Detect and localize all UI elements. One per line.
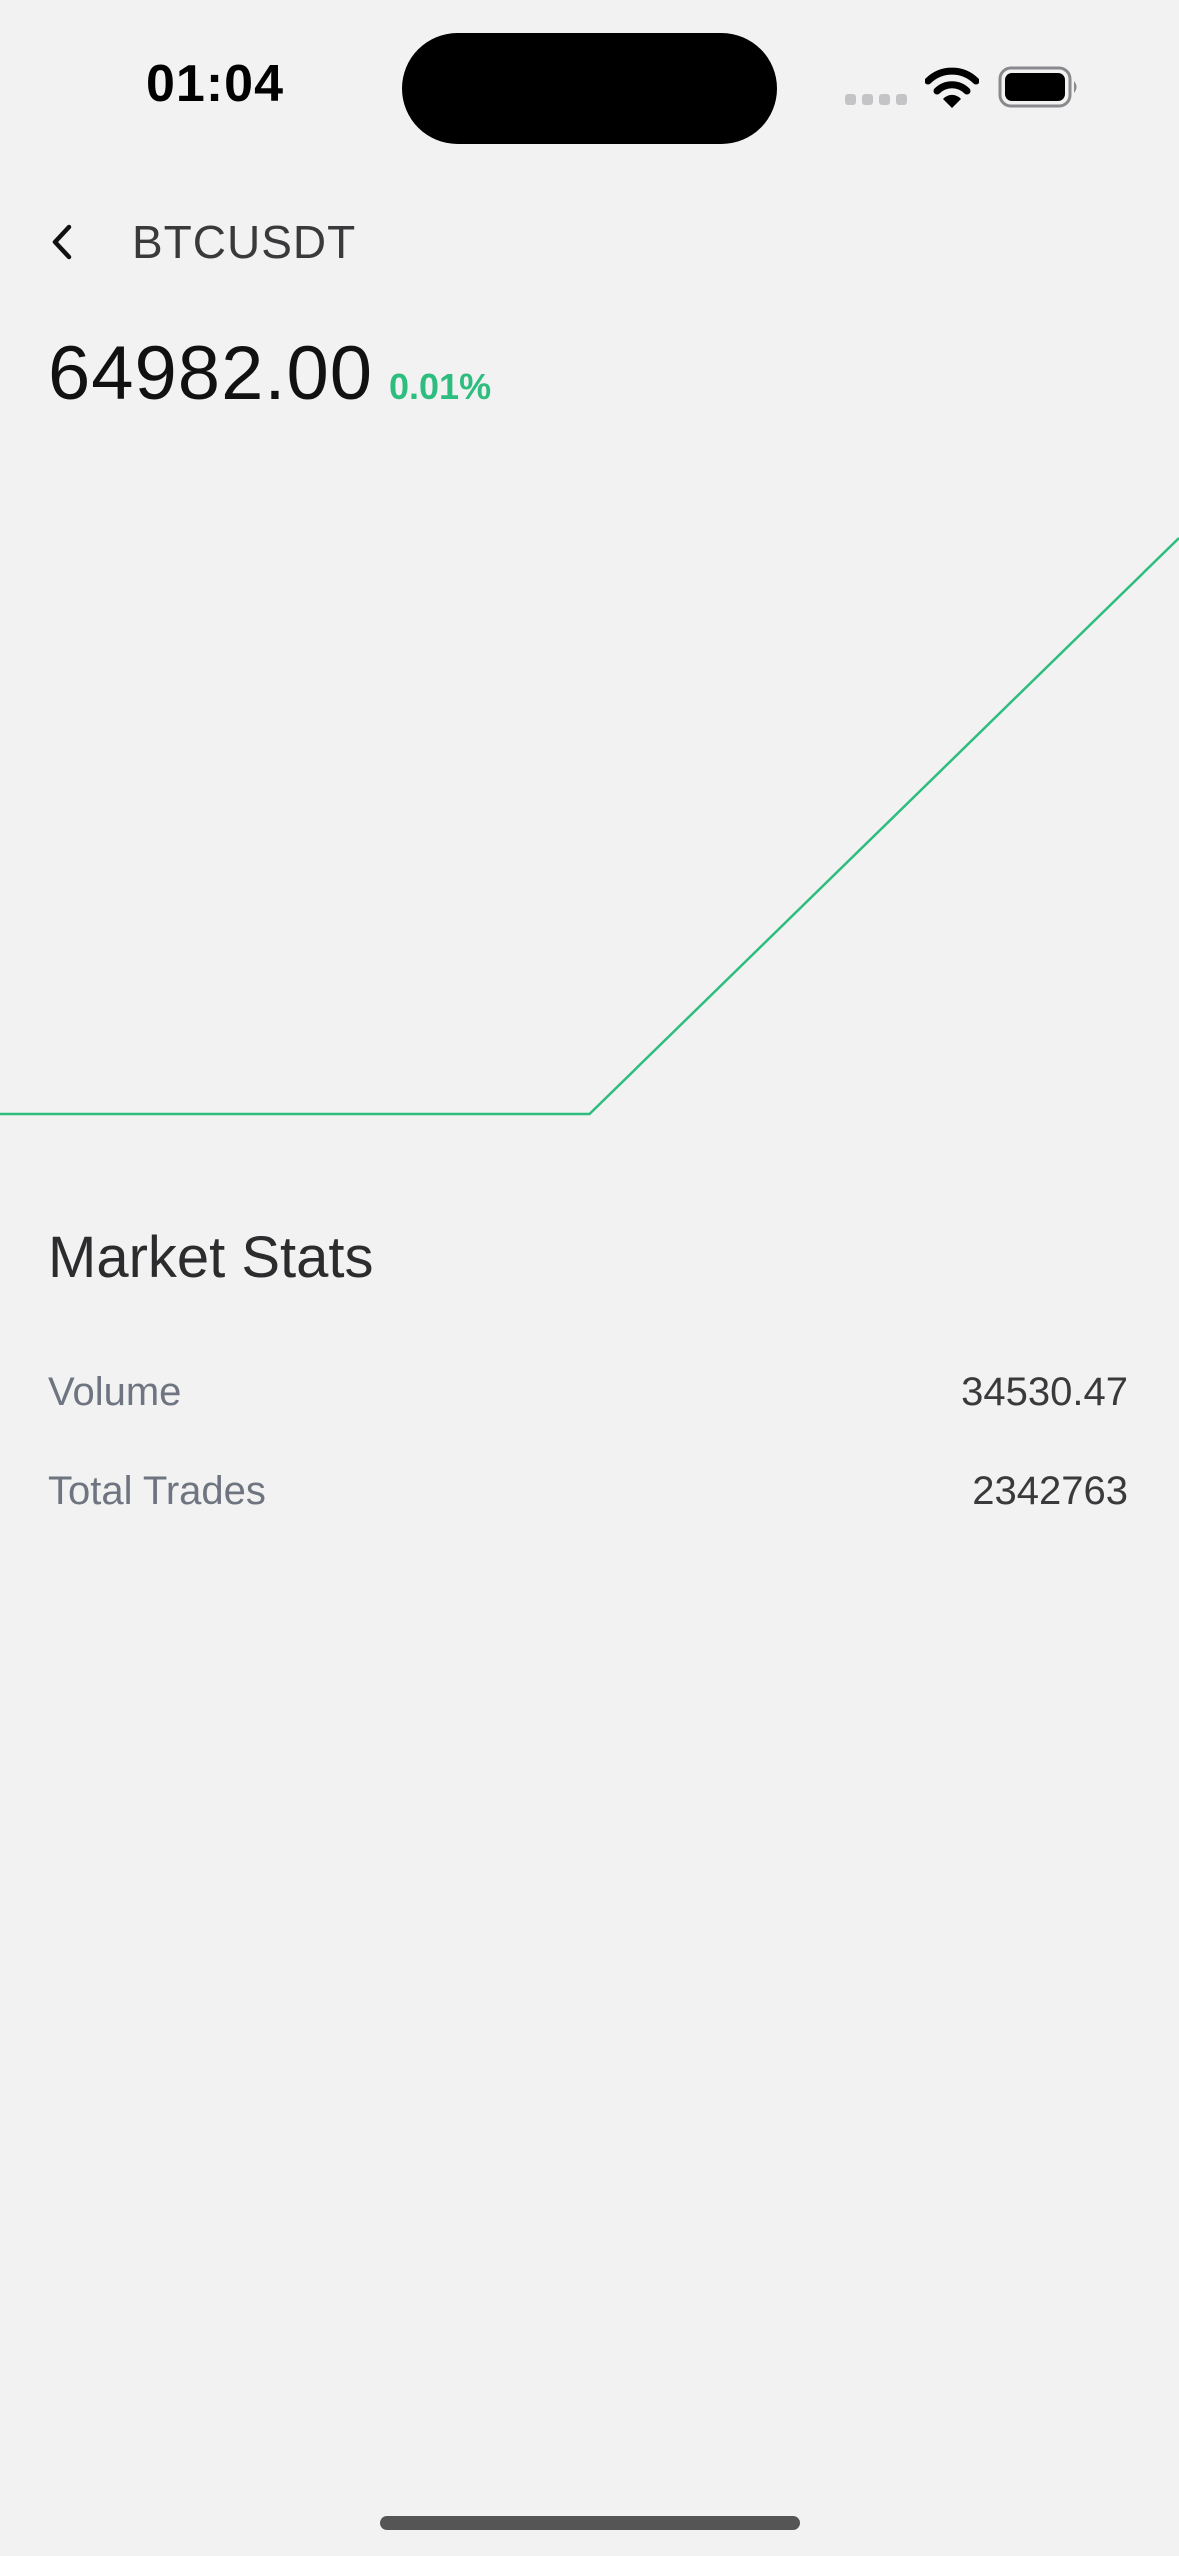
stat-label: Total Trades	[48, 1469, 266, 1513]
current-price: 64982.00	[48, 331, 373, 416]
battery-icon	[998, 66, 1077, 108]
wifi-icon	[925, 67, 979, 108]
dynamic-island	[402, 33, 777, 144]
page-title: BTCUSDT	[132, 216, 357, 268]
market-stats-title: Market Stats	[48, 1225, 374, 1290]
back-button[interactable]	[30, 206, 94, 278]
price-line-chart	[0, 537, 1179, 1116]
stat-label: Volume	[48, 1370, 182, 1414]
price-series-line	[0, 537, 1179, 1116]
home-indicator	[380, 2516, 800, 2530]
stat-row-total-trades: Total Trades 2342763	[48, 1466, 1128, 1516]
ticker-summary: 64982.00 0.01%	[48, 330, 491, 417]
stat-row-volume: Volume 34530.47	[48, 1367, 1128, 1417]
status-bar-time: 01:04	[146, 55, 284, 113]
price-change-percent: 0.01%	[389, 366, 492, 407]
chevron-left-icon	[52, 224, 72, 260]
stat-value: 34530.47	[961, 1370, 1128, 1414]
cellular-signal-icon	[845, 94, 907, 105]
stat-value: 2342763	[972, 1469, 1128, 1513]
